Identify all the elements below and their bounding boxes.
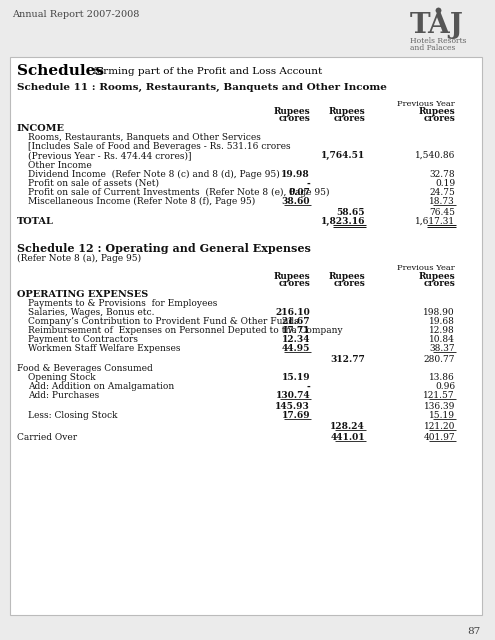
Text: and Palaces: and Palaces [410, 44, 455, 52]
Text: 12.98: 12.98 [429, 326, 455, 335]
Text: 1,823.16: 1,823.16 [320, 217, 365, 226]
Text: 19.98: 19.98 [281, 170, 310, 179]
Text: (Previous Year - Rs. 474.44 crores)]: (Previous Year - Rs. 474.44 crores)] [28, 151, 192, 160]
Text: 38.37: 38.37 [429, 344, 455, 353]
Text: Add: Addition on Amalgamation: Add: Addition on Amalgamation [28, 382, 174, 391]
FancyBboxPatch shape [10, 57, 482, 615]
Text: Schedules: Schedules [17, 64, 104, 78]
Text: 401.97: 401.97 [423, 433, 455, 442]
Text: Annual Report 2007-2008: Annual Report 2007-2008 [12, 10, 140, 19]
Text: 58.65: 58.65 [337, 208, 365, 217]
Text: 1,764.51: 1,764.51 [321, 151, 365, 160]
Text: 198.90: 198.90 [423, 308, 455, 317]
Text: -: - [306, 382, 310, 391]
Text: 12.34: 12.34 [282, 335, 310, 344]
Text: Rupees: Rupees [273, 107, 310, 116]
Text: 13.86: 13.86 [429, 373, 455, 382]
Text: Rooms, Restaurants, Banquets and Other Services: Rooms, Restaurants, Banquets and Other S… [28, 133, 261, 142]
Text: 87: 87 [467, 627, 480, 636]
Text: 18.73: 18.73 [429, 197, 455, 206]
Text: 130.74: 130.74 [275, 391, 310, 400]
Text: Carried Over: Carried Over [17, 433, 77, 442]
Text: Previous Year: Previous Year [397, 264, 455, 272]
Text: 15.19: 15.19 [429, 411, 455, 420]
Text: 1,540.86: 1,540.86 [415, 151, 455, 160]
Text: OPERATING EXPENSES: OPERATING EXPENSES [17, 290, 148, 299]
Text: Rupees: Rupees [328, 272, 365, 281]
Text: Rupees: Rupees [273, 272, 310, 281]
Text: 0.96: 0.96 [435, 382, 455, 391]
Text: Opening Stock: Opening Stock [28, 373, 96, 382]
Text: Hotels Resorts: Hotels Resorts [410, 37, 466, 45]
Text: Miscellaneous Income (Refer Note 8 (f), Page 95): Miscellaneous Income (Refer Note 8 (f), … [28, 197, 255, 206]
Text: Schedule 12 : Operating and General Expenses: Schedule 12 : Operating and General Expe… [17, 243, 311, 254]
Text: crores: crores [333, 114, 365, 123]
Text: Less: Closing Stock: Less: Closing Stock [28, 411, 117, 420]
Text: 19.68: 19.68 [429, 317, 455, 326]
Text: 280.77: 280.77 [424, 355, 455, 364]
Text: TAJ: TAJ [410, 12, 464, 39]
Text: 441.01: 441.01 [330, 433, 365, 442]
Text: Profit on sale of Current Investments  (Refer Note 8 (e), Page 95): Profit on sale of Current Investments (R… [28, 188, 330, 197]
Text: 21.67: 21.67 [282, 317, 310, 326]
Text: 10.84: 10.84 [429, 335, 455, 344]
Text: Rupees: Rupees [328, 107, 365, 116]
Text: Dividend Income  (Refer Note 8 (c) and 8 (d), Page 95): Dividend Income (Refer Note 8 (c) and 8 … [28, 170, 280, 179]
Text: Previous Year: Previous Year [397, 100, 455, 108]
Text: crores: crores [423, 279, 455, 288]
Text: (Refer Note 8 (a), Page 95): (Refer Note 8 (a), Page 95) [17, 254, 141, 263]
Text: Add: Purchases: Add: Purchases [28, 391, 99, 400]
Text: Workmen Staff Welfare Expenses: Workmen Staff Welfare Expenses [28, 344, 181, 353]
Text: 0.07: 0.07 [288, 188, 310, 197]
Text: TOTAL: TOTAL [17, 217, 54, 226]
Text: crores: crores [333, 279, 365, 288]
Text: 44.95: 44.95 [282, 344, 310, 353]
Text: 17.69: 17.69 [281, 411, 310, 420]
Text: forming part of the Profit and Loss Account: forming part of the Profit and Loss Acco… [90, 67, 322, 76]
Text: Food & Beverages Consumed: Food & Beverages Consumed [17, 364, 153, 373]
Text: Salaries, Wages, Bonus etc.: Salaries, Wages, Bonus etc. [28, 308, 154, 317]
Text: Payments to & Provisions  for Employees: Payments to & Provisions for Employees [28, 299, 217, 308]
Text: 17.71: 17.71 [282, 326, 310, 335]
Text: 121.57: 121.57 [423, 391, 455, 400]
Text: 15.19: 15.19 [281, 373, 310, 382]
Text: 0.19: 0.19 [435, 179, 455, 188]
Text: crores: crores [423, 114, 455, 123]
Text: 128.24: 128.24 [330, 422, 365, 431]
Text: 76.45: 76.45 [429, 208, 455, 217]
Text: [Includes Sale of Food and Beverages - Rs. 531.16 crores: [Includes Sale of Food and Beverages - R… [28, 142, 291, 151]
Text: 216.10: 216.10 [275, 308, 310, 317]
Text: 1,617.31: 1,617.31 [415, 217, 455, 226]
Text: 24.75: 24.75 [429, 188, 455, 197]
Text: INCOME: INCOME [17, 124, 65, 133]
Text: Payment to Contractors: Payment to Contractors [28, 335, 138, 344]
Text: Rupees: Rupees [418, 107, 455, 116]
Text: crores: crores [278, 279, 310, 288]
Text: 38.60: 38.60 [282, 197, 310, 206]
Text: Other Income: Other Income [28, 161, 92, 170]
Text: Profit on sale of assets (Net): Profit on sale of assets (Net) [28, 179, 159, 188]
Text: 136.39: 136.39 [424, 402, 455, 411]
Text: Company’s Contribution to Provident Fund & Other Funds: Company’s Contribution to Provident Fund… [28, 317, 299, 326]
Text: 32.78: 32.78 [429, 170, 455, 179]
Text: 145.93: 145.93 [275, 402, 310, 411]
Text: 312.77: 312.77 [330, 355, 365, 364]
Text: crores: crores [278, 114, 310, 123]
Text: 121.20: 121.20 [424, 422, 455, 431]
Text: Reimbursement of  Expenses on Personnel Deputed to the Company: Reimbursement of Expenses on Personnel D… [28, 326, 343, 335]
Text: Schedule 11 : Rooms, Restaurants, Banquets and Other Income: Schedule 11 : Rooms, Restaurants, Banque… [17, 83, 387, 92]
Text: Rupees: Rupees [418, 272, 455, 281]
Text: -: - [306, 179, 310, 188]
